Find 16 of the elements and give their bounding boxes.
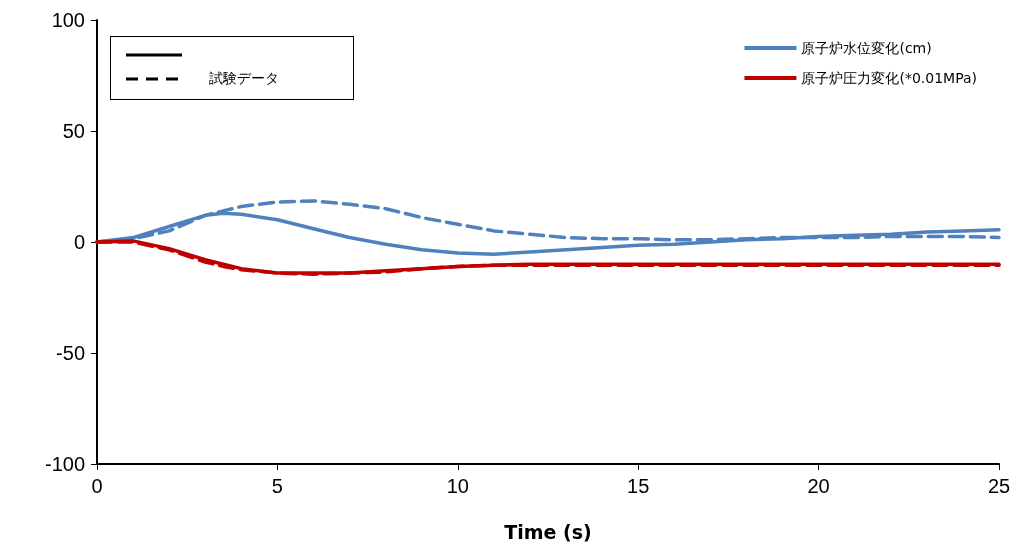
- annotation: 試験データ: [209, 70, 279, 88]
- legend-label: 原子炉水位変化(cm): [801, 40, 932, 56]
- legend-label: 原子炉圧力変化(*0.01MPa): [801, 70, 978, 86]
- x-tick-label: 15: [627, 475, 650, 497]
- y-tick-label: 50: [62, 120, 85, 142]
- x-axis-title: Time (s): [504, 520, 592, 543]
- x-tick-label: 10: [446, 475, 469, 497]
- key-box: 試験データ: [110, 36, 354, 100]
- y-tick-label: -100: [44, 453, 85, 475]
- x-tick-label: 5: [271, 475, 283, 497]
- y-tick-label: 100: [51, 9, 85, 31]
- y-tick-label: 0: [73, 231, 85, 253]
- x-tick-label: 0: [91, 475, 103, 497]
- x-tick-label: 20: [807, 475, 830, 497]
- x-tick-label: 25: [987, 475, 1011, 497]
- y-tick-label: -50: [56, 342, 85, 364]
